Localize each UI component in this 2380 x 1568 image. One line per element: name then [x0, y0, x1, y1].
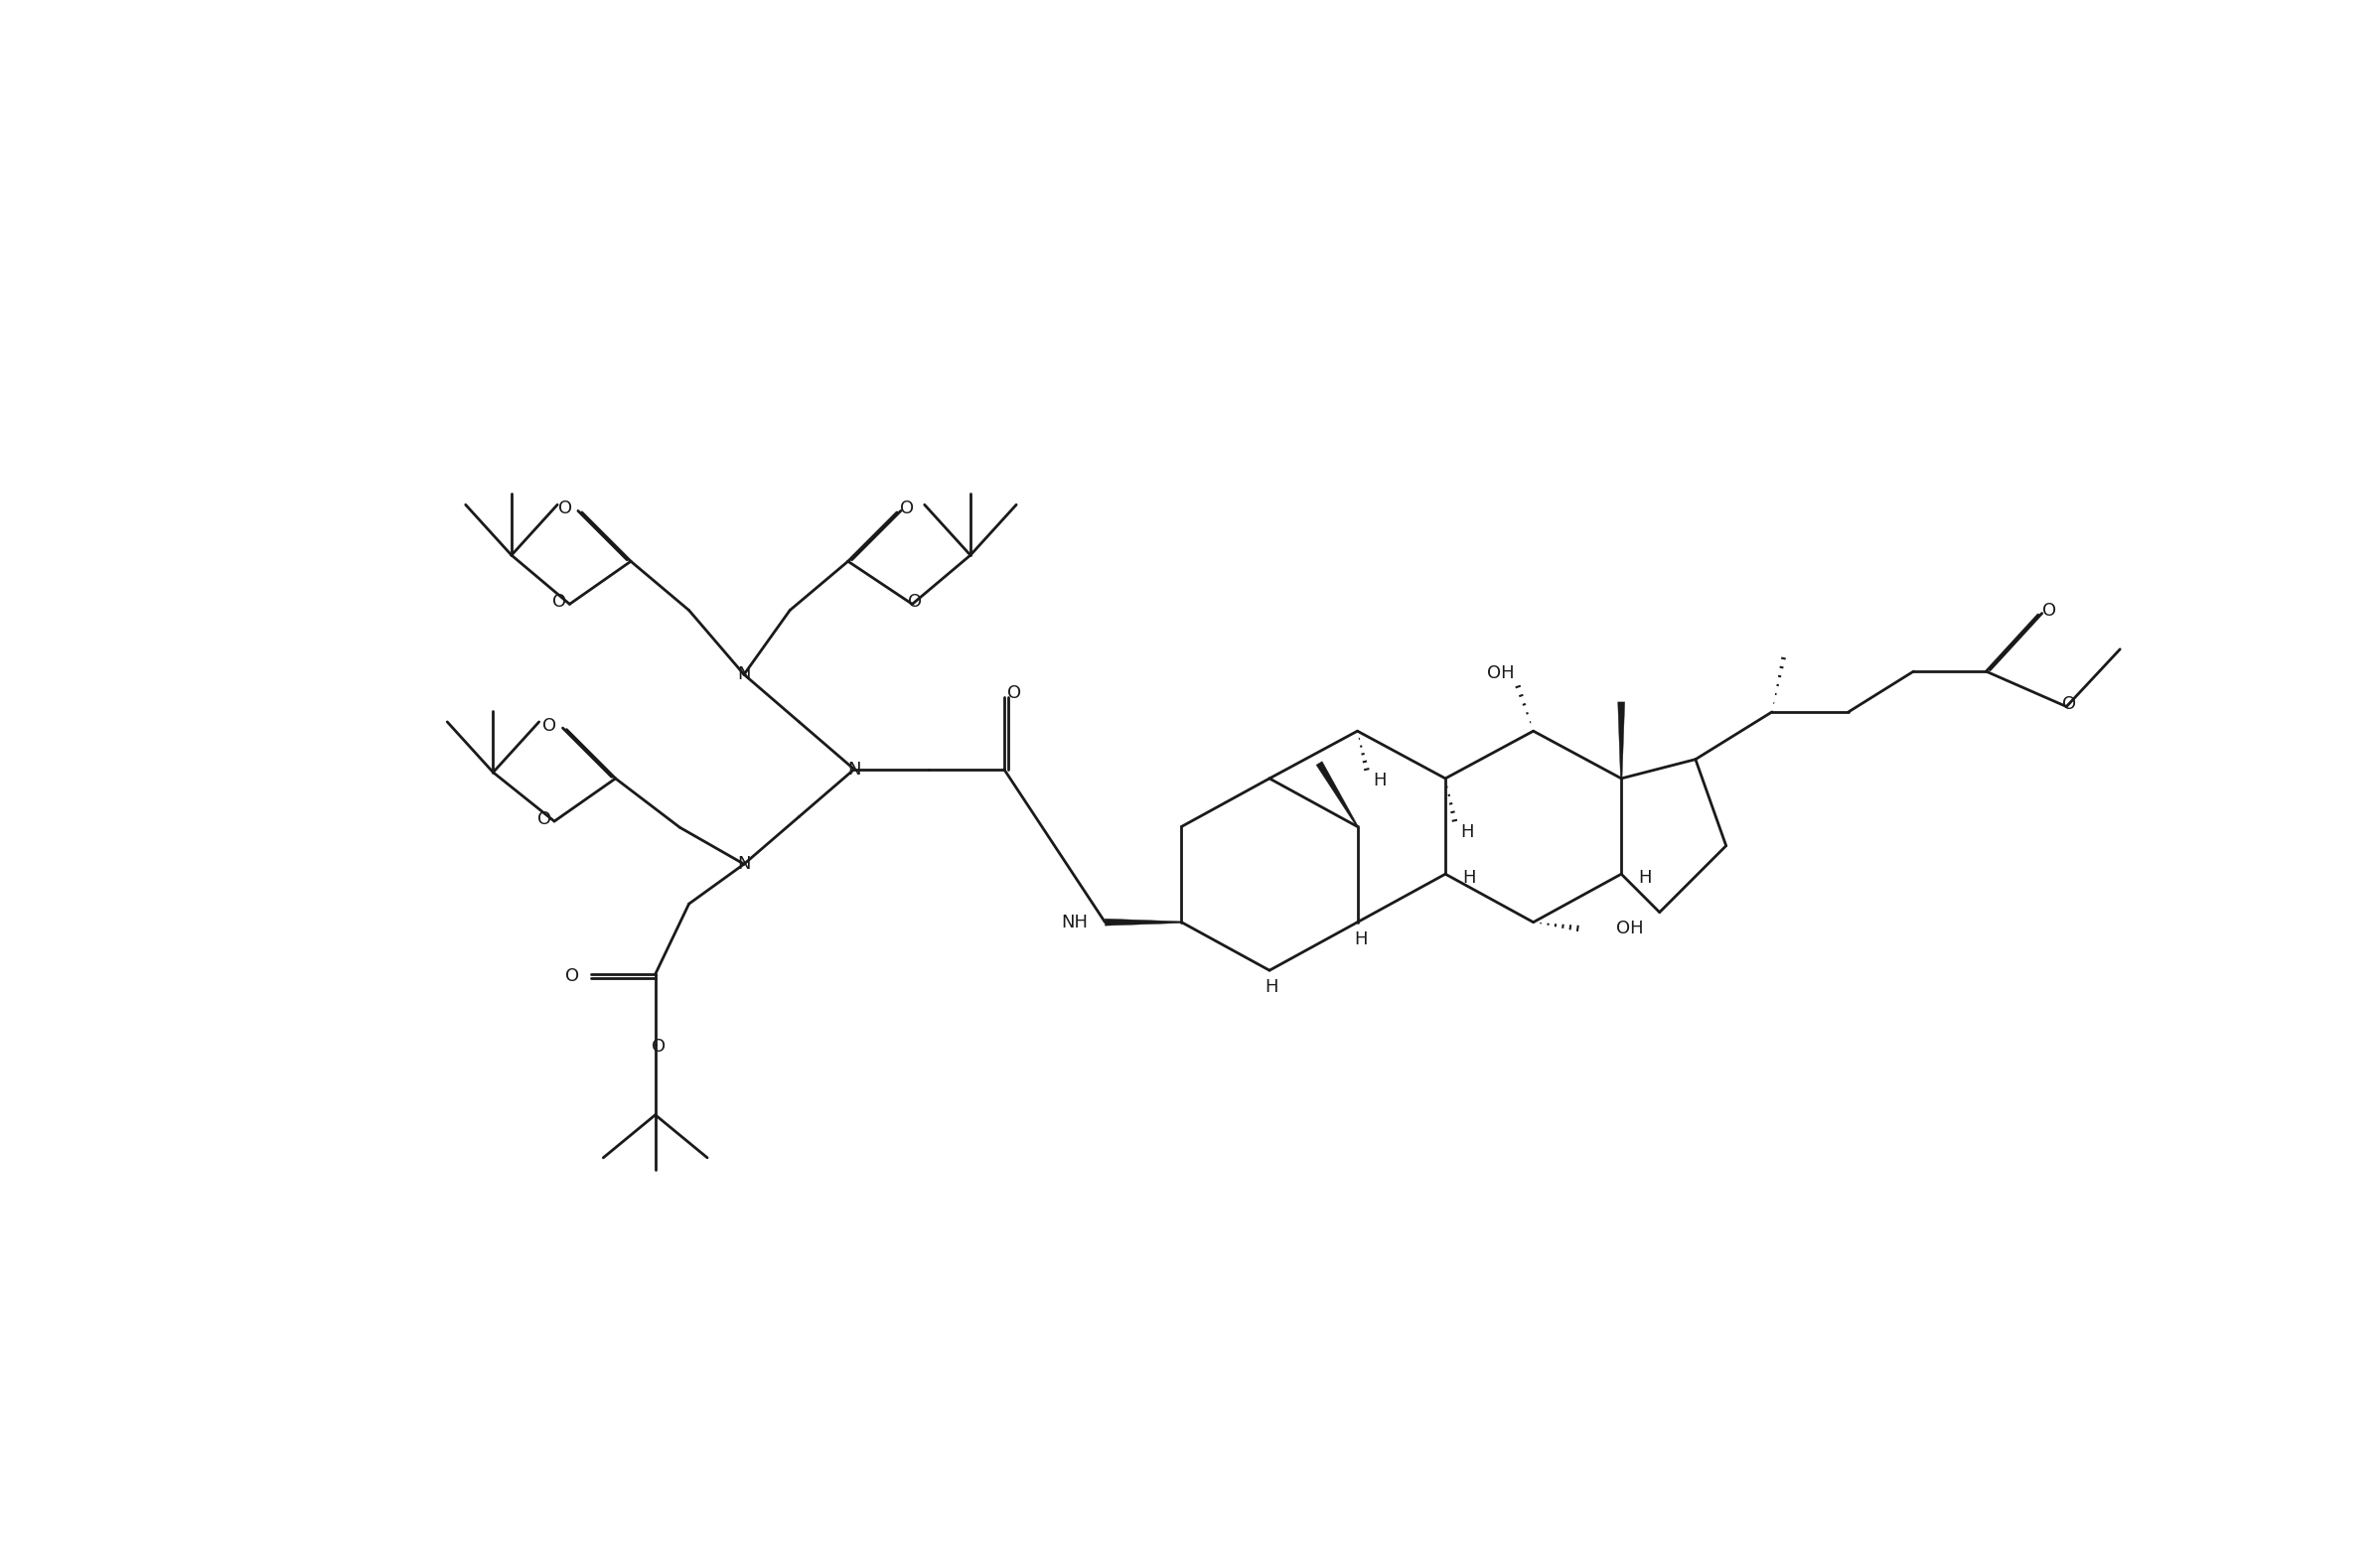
- Polygon shape: [1316, 762, 1359, 826]
- Text: N: N: [847, 760, 862, 778]
- Text: H: H: [1354, 930, 1368, 949]
- Text: O: O: [2042, 602, 2056, 619]
- Text: N: N: [738, 855, 750, 873]
- Text: OH: OH: [1488, 665, 1516, 682]
- Text: O: O: [538, 811, 552, 828]
- Text: O: O: [543, 717, 557, 735]
- Polygon shape: [1618, 702, 1626, 778]
- Text: O: O: [909, 593, 923, 612]
- Text: O: O: [900, 500, 914, 517]
- Text: H: H: [1373, 771, 1385, 790]
- Text: H: H: [1637, 869, 1652, 887]
- Text: O: O: [552, 593, 566, 612]
- Text: H: H: [1266, 978, 1278, 996]
- Text: O: O: [566, 967, 581, 985]
- Text: O: O: [2063, 695, 2075, 713]
- Polygon shape: [1104, 919, 1180, 925]
- Text: O: O: [1007, 684, 1021, 702]
- Text: O: O: [557, 500, 571, 517]
- Text: NH: NH: [1061, 913, 1088, 931]
- Text: H: H: [1461, 869, 1476, 887]
- Text: H: H: [1461, 823, 1473, 840]
- Text: OH: OH: [1616, 919, 1642, 938]
- Text: O: O: [652, 1038, 666, 1055]
- Text: N: N: [738, 665, 750, 684]
